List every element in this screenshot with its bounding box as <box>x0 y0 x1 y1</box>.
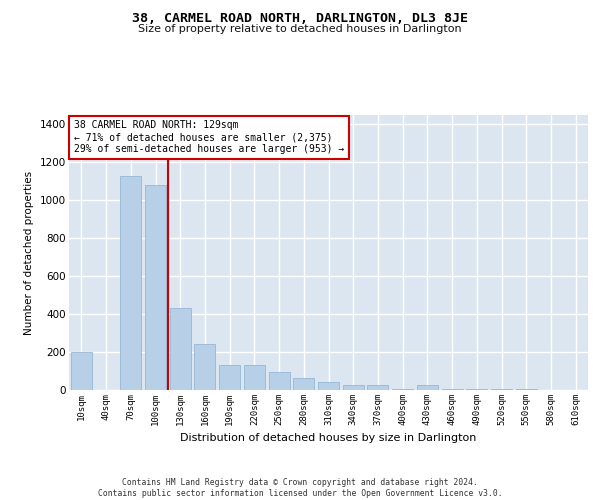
Y-axis label: Number of detached properties: Number of detached properties <box>25 170 34 334</box>
Bar <box>343 384 364 390</box>
Text: 38 CARMEL ROAD NORTH: 129sqm
← 71% of detached houses are smaller (2,375)
29% of: 38 CARMEL ROAD NORTH: 129sqm ← 71% of de… <box>74 120 344 154</box>
Bar <box>269 372 290 390</box>
X-axis label: Distribution of detached houses by size in Darlington: Distribution of detached houses by size … <box>181 434 476 444</box>
Text: 38, CARMEL ROAD NORTH, DARLINGTON, DL3 8JE: 38, CARMEL ROAD NORTH, DARLINGTON, DL3 8… <box>132 12 468 26</box>
Bar <box>466 389 487 390</box>
Bar <box>145 185 166 390</box>
Bar <box>219 366 240 390</box>
Bar <box>244 366 265 390</box>
Bar <box>194 344 215 390</box>
Bar <box>417 384 438 390</box>
Bar <box>392 389 413 390</box>
Bar <box>71 352 92 390</box>
Bar <box>170 308 191 390</box>
Bar <box>367 386 388 390</box>
Bar <box>318 382 339 390</box>
Bar <box>120 176 141 390</box>
Text: Contains HM Land Registry data © Crown copyright and database right 2024.
Contai: Contains HM Land Registry data © Crown c… <box>98 478 502 498</box>
Bar <box>442 389 463 390</box>
Text: Size of property relative to detached houses in Darlington: Size of property relative to detached ho… <box>138 24 462 34</box>
Bar <box>293 378 314 390</box>
